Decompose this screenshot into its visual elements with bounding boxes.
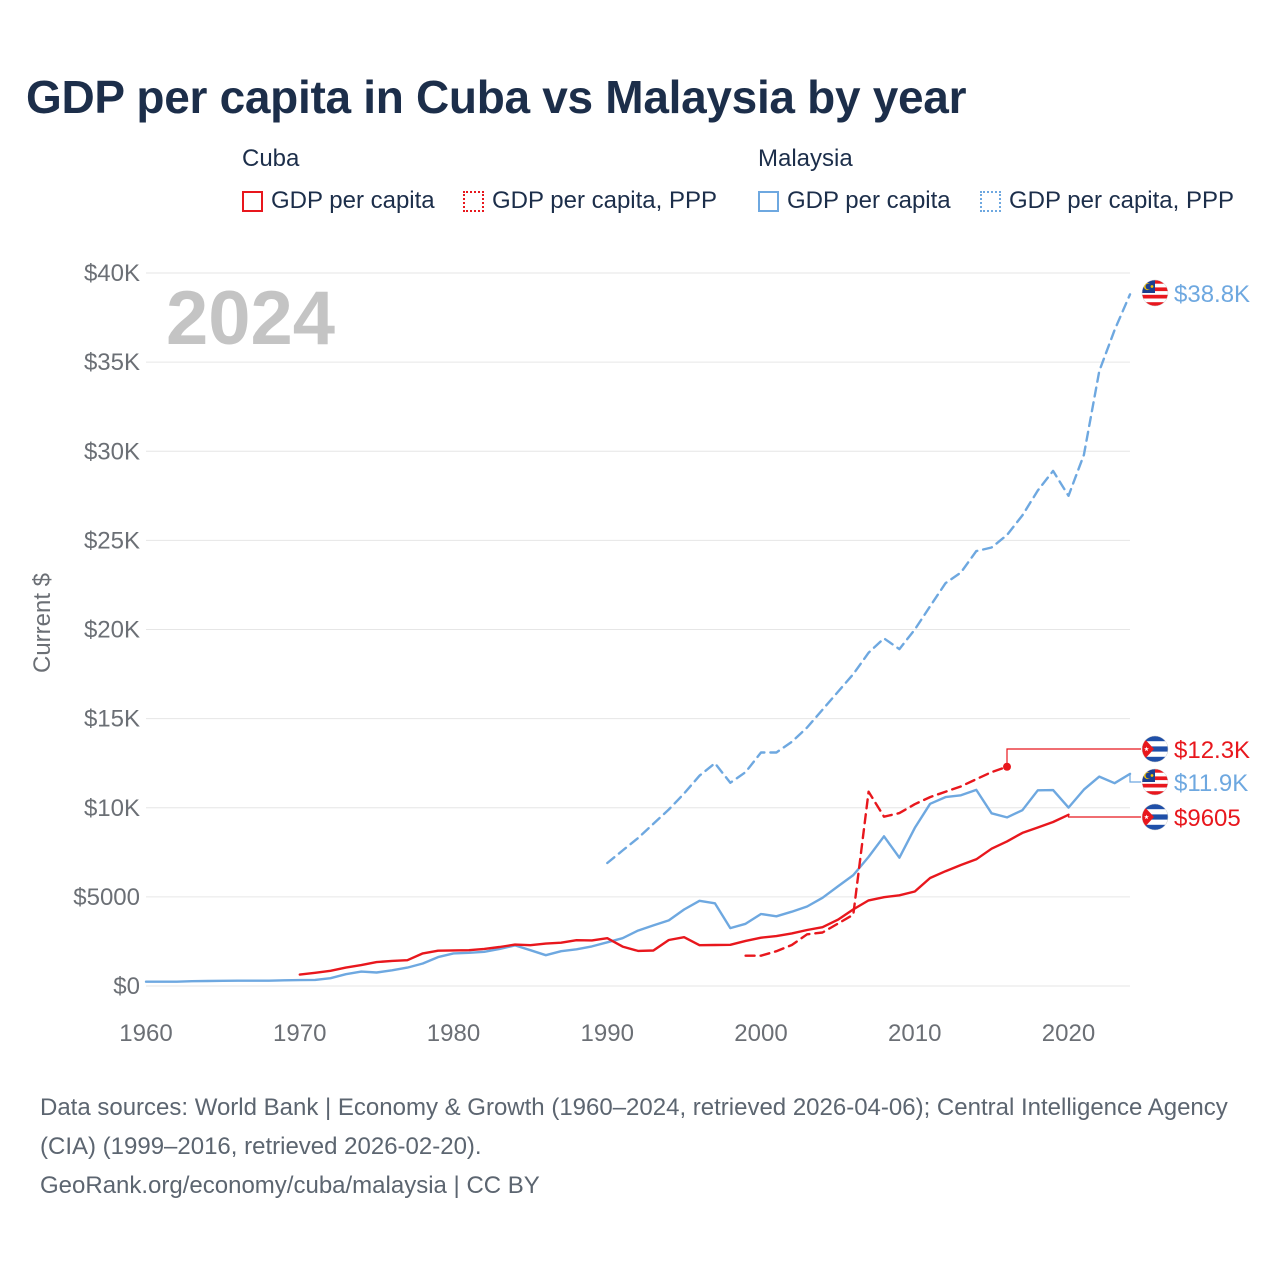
- x-tick-label: 2010: [888, 1020, 941, 1047]
- chart-title: GDP per capita in Cuba vs Malaysia by ye…: [26, 71, 967, 123]
- y-tick-label: $30K: [84, 438, 140, 465]
- end-value-label: $9605: [1174, 805, 1241, 832]
- cuba-flag-icon: [1142, 736, 1168, 762]
- y-tick-label: $10K: [84, 795, 140, 822]
- y-axis-label: Current $: [29, 573, 56, 673]
- data-sources: Data sources: World Bank | Economy & Gro…: [40, 1094, 1228, 1160]
- legend-cuba-gdp-label: GDP per capita: [271, 187, 435, 214]
- legend-malaysia-gdp[interactable]: GDP per capita: [758, 186, 951, 216]
- end-labels: $38.8K $12.3K $11.9K $9605: [1003, 280, 1250, 832]
- end-point-marker: [1003, 762, 1011, 771]
- end-label-leader-line: [1129, 773, 1141, 783]
- x-tick-label: 1990: [581, 1020, 634, 1047]
- y-tick-label: $25K: [84, 527, 140, 554]
- x-tick-label: 1960: [119, 1020, 172, 1047]
- x-tick-label: 2020: [1042, 1020, 1095, 1047]
- x-tick-label: 1970: [273, 1020, 326, 1047]
- cuba-ppp-line[interactable]: [744, 765, 1009, 957]
- legend-malaysia-gdp-label: GDP per capita: [787, 187, 951, 214]
- legend-cuba-title: Cuba: [242, 145, 300, 172]
- x-tick-label: 2000: [734, 1020, 787, 1047]
- cuba-flag-icon: [1142, 804, 1168, 830]
- series-group: [144, 293, 1132, 983]
- legend-swatch-dotted-icon: [980, 190, 1001, 212]
- malaysia-flag-icon: [1142, 280, 1168, 306]
- y-tick-label: $5000: [73, 884, 140, 911]
- grid-lines: [146, 272, 1130, 987]
- legend-cuba-gdp[interactable]: GDP per capita: [242, 186, 435, 216]
- y-axis: $0 $5000 $10K $15K $20K $25K $30K $35K $40K: [73, 260, 140, 1000]
- legend-malaysia-ppp[interactable]: GDP per capita, PPP: [980, 186, 1234, 216]
- malaysia-ppp-line[interactable]: [606, 293, 1132, 865]
- x-tick-label: 1980: [427, 1020, 480, 1047]
- x-axis: 1960 1970 1980 1990 2000 2010 2020: [119, 1020, 1095, 1047]
- malaysia-gdp-line[interactable]: [144, 772, 1132, 983]
- legend-malaysia-title: Malaysia: [758, 145, 853, 172]
- end-value-label: $11.9K: [1174, 770, 1248, 797]
- legend-swatch-solid-icon: [242, 190, 263, 212]
- legend-cuba-ppp[interactable]: GDP per capita, PPP: [463, 186, 717, 216]
- footer: Data sources: World Bank | Economy & Gro…: [40, 1088, 1240, 1205]
- legend-malaysia-ppp-label: GDP per capita, PPP: [1009, 187, 1234, 214]
- year-watermark: 2024: [166, 276, 335, 361]
- legend-cuba-ppp-label: GDP per capita, PPP: [492, 187, 717, 214]
- end-value-label: $12.3K: [1174, 737, 1250, 764]
- end-value-label: $38.8K: [1174, 281, 1250, 308]
- y-tick-label: $20K: [84, 617, 140, 644]
- cuba-gdp-line[interactable]: [298, 813, 1070, 976]
- line-chart: 2024 $0 $5000 $10K $15K $20K $25K $30K $35K $40K…: [29, 260, 1250, 1047]
- legend-swatch-dotted-icon: [463, 190, 484, 212]
- end-label-leader-line: [1067, 814, 1141, 818]
- legend-swatch-solid-icon: [758, 190, 779, 212]
- malaysia-flag-icon: [1142, 769, 1168, 795]
- end-label-leader-line: [1006, 748, 1141, 767]
- y-tick-label: $35K: [84, 349, 140, 376]
- credit-link[interactable]: GeoRank.org/economy/cuba/malaysia | CC B…: [40, 1172, 540, 1199]
- y-tick-label: $15K: [84, 706, 140, 733]
- y-tick-label: $40K: [84, 260, 140, 287]
- y-tick-label: $0: [113, 973, 140, 1000]
